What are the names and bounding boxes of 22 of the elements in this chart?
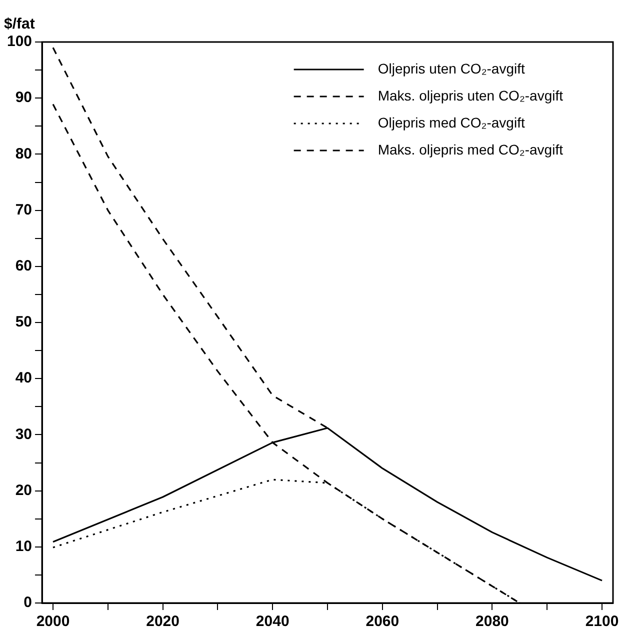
- x-tick-label: 2060: [366, 613, 400, 630]
- legend-label: Maks. oljepris med CO₂-avgift: [378, 141, 564, 158]
- x-tick-label: 2000: [36, 613, 70, 630]
- y-tick-label: 10: [15, 538, 32, 556]
- x-tick-label: 2040: [256, 613, 290, 630]
- y-tick-label: 40: [15, 370, 32, 387]
- y-tick-label: 30: [15, 426, 32, 443]
- y-tick-label: 20: [15, 482, 32, 499]
- y-tick-label: 0: [24, 594, 32, 612]
- y-tick-label: 60: [15, 258, 32, 275]
- y-tick-label: 50: [15, 314, 32, 331]
- y-tick-label: 90: [15, 89, 32, 106]
- y-tick-label: 100: [6, 33, 32, 50]
- legend-label: Oljepris uten CO₂-avgift: [378, 60, 525, 76]
- legend-label: Maks. oljepris uten CO₂-avgift: [378, 87, 564, 104]
- x-tick-label: 2080: [476, 613, 509, 630]
- y-axis-title: $/fat: [4, 16, 35, 33]
- y-tick-label: 80: [15, 145, 32, 162]
- x-tick-label: 2100: [585, 613, 619, 630]
- y-tick-label: 70: [15, 201, 32, 218]
- legend-label: Oljepris med CO₂-avgift: [378, 114, 525, 130]
- x-tick-label: 2020: [146, 613, 180, 630]
